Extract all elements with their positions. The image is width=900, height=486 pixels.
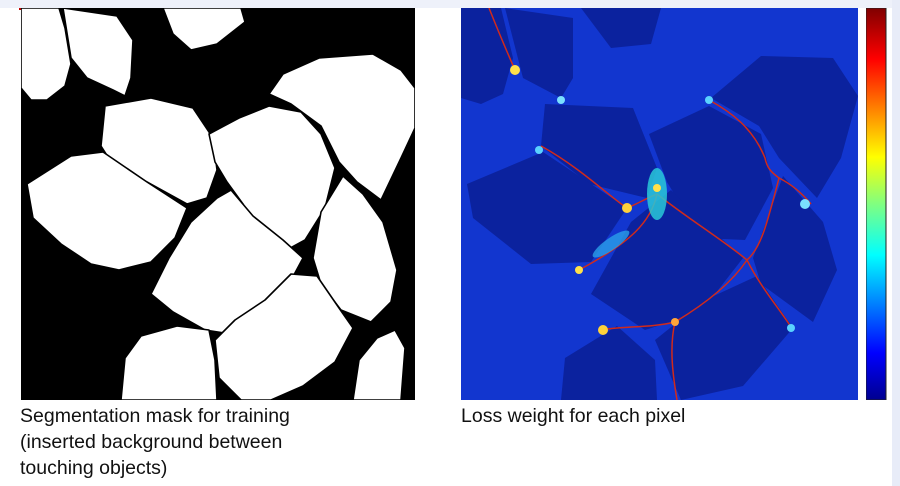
mask-caption: Segmentation mask for training (inserted… [20, 405, 290, 479]
right-border [892, 0, 900, 486]
top-border [0, 0, 900, 8]
segmentation-mask-image [21, 8, 415, 400]
loss-weight-image [461, 8, 858, 400]
weight-caption: Loss weight for each pixel [461, 405, 686, 427]
colorbar [866, 8, 888, 400]
